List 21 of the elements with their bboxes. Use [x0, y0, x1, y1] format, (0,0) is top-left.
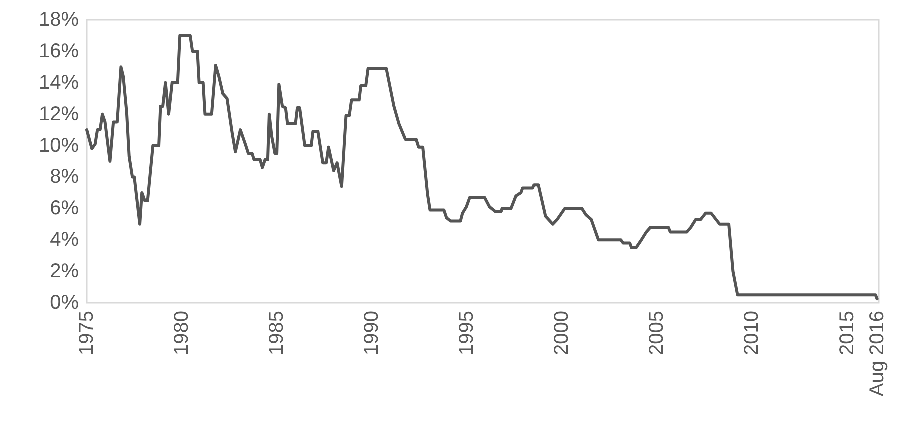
y-tick-label: 2% [50, 260, 80, 283]
y-tick-label: 10% [38, 134, 80, 157]
y-tick-label: 16% [38, 40, 80, 62]
x-tick-label: 2010 [741, 311, 764, 356]
y-tick-label: 6% [50, 198, 80, 220]
line-series [86, 34, 879, 301]
y-tick-label: 12% [38, 103, 80, 126]
x-tick-label: 1985 [266, 311, 288, 356]
x-tick-label: 2000 [551, 311, 574, 356]
y-tick-label: 8% [50, 166, 80, 188]
y-tick-label: 14% [38, 72, 80, 94]
x-tick-label: Aug 2016 [866, 311, 888, 397]
x-tick-label: 1990 [361, 311, 384, 356]
x-tick-label: 1995 [456, 311, 478, 356]
y-tick-label: 18% [38, 9, 80, 31]
y-tick-label: 0% [50, 292, 80, 314]
x-tick-label: 1980 [171, 311, 194, 356]
y-tick-label: 4% [50, 229, 80, 252]
x-tick-label: 2015 [836, 311, 858, 356]
x-tick-label: 2005 [646, 311, 668, 356]
x-tick-label: 1975 [76, 311, 98, 356]
